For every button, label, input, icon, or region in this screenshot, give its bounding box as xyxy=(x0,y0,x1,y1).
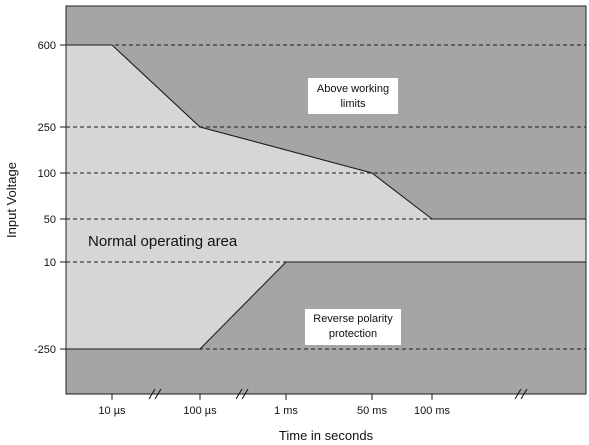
x-tick-label-2: 1 ms xyxy=(274,405,298,417)
y-tick-label-1: 250 xyxy=(38,122,56,134)
lower-region-label-line-1: Reverse polarity xyxy=(313,313,393,325)
x-axis-title: Time in seconds xyxy=(279,428,374,443)
axis-break-2 xyxy=(514,388,528,400)
x-tick-label-0: 10 µs xyxy=(98,405,126,417)
x-tick-label-3: 50 ms xyxy=(357,405,387,417)
upper-region-label-line-1: Above working xyxy=(317,83,389,95)
normal-region-label: Normal operating area xyxy=(88,233,238,250)
y-tick-label-5: -250 xyxy=(34,344,56,356)
y-tick-label-2: 100 xyxy=(38,168,56,180)
lower-region-label: Reverse polarity protection xyxy=(305,309,401,345)
normal-operating-area xyxy=(66,45,586,349)
grid-lines xyxy=(66,44,586,350)
lower-limit-line xyxy=(66,261,586,350)
x-tick-label-4: 100 ms xyxy=(414,405,451,417)
axis-break-marks xyxy=(148,388,528,400)
axis-break-1 xyxy=(235,388,249,400)
upper-region-label-box xyxy=(308,78,398,114)
x-axis-ticks: 10 µs 100 µs 1 ms 50 ms 100 ms xyxy=(98,394,451,417)
y-tick-label-0: 600 xyxy=(38,40,56,52)
axis-break-0 xyxy=(148,388,162,400)
upper-region-label: Above working limits xyxy=(308,78,398,114)
upper-limit-line xyxy=(66,44,586,220)
lower-region-label-box xyxy=(305,309,401,345)
y-axis-ticks: 600 250 100 50 10 -250 xyxy=(34,40,66,356)
lower-region-label-line-2: protection xyxy=(329,328,377,340)
y-axis-title: Input Voltage xyxy=(4,162,19,238)
y-tick-label-4: 10 xyxy=(44,257,56,269)
upper-region-label-line-2: limits xyxy=(340,98,366,110)
x-tick-label-1: 100 µs xyxy=(183,405,217,417)
y-tick-label-3: 50 xyxy=(44,214,56,226)
